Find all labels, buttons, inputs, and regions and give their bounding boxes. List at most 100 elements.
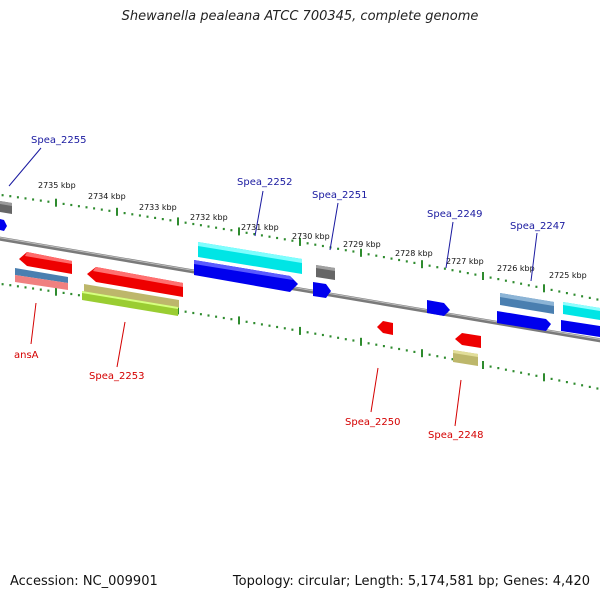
minor-tick (428, 264, 431, 267)
minor-tick (154, 216, 157, 219)
major-tick (238, 227, 240, 236)
minor-tick (306, 331, 309, 334)
minor-tick (398, 258, 401, 262)
gene-spea-2248[interactable] (453, 350, 478, 366)
minor-tick (207, 314, 210, 317)
gene-left-blue[interactable] (0, 219, 7, 231)
minor-tick (314, 243, 317, 246)
minor-tick (260, 323, 263, 326)
minor-tick (268, 324, 271, 327)
minor-tick (77, 294, 80, 297)
gene-spea-2255[interactable] (0, 201, 12, 214)
gene-ansA[interactable] (15, 268, 68, 290)
gene-spea-2249[interactable] (427, 300, 450, 316)
minor-tick (70, 203, 73, 207)
minor-tick (85, 206, 88, 209)
minor-tick (459, 270, 462, 273)
minor-tick (9, 284, 12, 287)
minor-tick (344, 249, 347, 252)
label-spea-2251: Spea_2251 (312, 190, 367, 201)
kbp-label: 2725 kbp (549, 271, 587, 280)
minor-tick (245, 231, 248, 234)
genome-summary: Topology: circular; Length: 5,174,581 bp… (232, 574, 590, 589)
minor-tick (520, 282, 523, 285)
minor-tick (596, 387, 599, 390)
minor-tick (276, 325, 279, 329)
gene-right-blue[interactable] (561, 320, 600, 337)
major-tick (238, 316, 240, 325)
inner-tick-track (1, 283, 599, 390)
map-title: Shewanella pealeana ATCC 700345, complet… (121, 9, 479, 24)
outer-tick-track (1, 194, 599, 301)
gene-spea-2250[interactable] (377, 321, 393, 335)
kbp-label: 2733 kbp (139, 203, 177, 212)
major-tick (421, 349, 423, 358)
major-tick (116, 207, 118, 216)
minor-tick (497, 278, 500, 281)
minor-tick (321, 333, 324, 337)
minor-tick (573, 293, 576, 296)
minor-tick (32, 198, 35, 201)
gene-blue-2247[interactable] (497, 311, 551, 331)
minor-tick (192, 311, 195, 315)
minor-tick (16, 285, 19, 288)
minor-tick (527, 373, 530, 376)
minor-tick (588, 385, 591, 388)
minor-tick (24, 286, 27, 289)
genome-backbone (0, 236, 600, 343)
gene-spea-2253[interactable] (82, 284, 179, 316)
minor-tick (489, 276, 492, 279)
gene-right-cyan[interactable] (563, 302, 600, 320)
minor-tick (93, 207, 96, 210)
minor-tick (222, 227, 225, 231)
gene-spea-2251[interactable] (316, 265, 335, 280)
minor-tick (451, 269, 454, 272)
label-spea-2249: Spea_2249 (427, 209, 482, 220)
minor-tick (169, 219, 172, 222)
minor-tick (581, 295, 584, 298)
gene-blue-2251[interactable] (313, 282, 331, 298)
gene-red-left[interactable] (19, 252, 72, 274)
major-tick (55, 198, 57, 207)
minor-tick (62, 202, 65, 205)
minor-tick (466, 272, 469, 275)
minor-tick (558, 379, 561, 382)
minor-tick (565, 292, 568, 295)
gene-spea-2247[interactable] (500, 293, 554, 314)
minor-tick (276, 236, 279, 240)
accession-label: Accession: NC_009901 (10, 574, 158, 589)
minor-tick (192, 222, 195, 226)
minor-tick (436, 355, 439, 358)
gene-spea-2252[interactable] (198, 242, 302, 274)
gene-red-2248[interactable] (455, 333, 481, 348)
minor-tick (428, 353, 431, 356)
minor-tick (550, 377, 553, 380)
minor-tick (32, 287, 35, 290)
minor-tick (337, 247, 340, 250)
minor-tick (352, 339, 355, 342)
minor-tick (321, 244, 324, 248)
major-tick (482, 361, 484, 369)
minor-tick (573, 382, 576, 385)
minor-tick (375, 343, 378, 346)
minor-tick (245, 320, 248, 323)
label-spea-2252: Spea_2252 (237, 177, 292, 188)
label-spea-2248: Spea_2248 (428, 430, 483, 441)
minor-tick (123, 212, 126, 215)
minor-tick (451, 358, 454, 361)
minor-tick (260, 234, 263, 237)
minor-tick (62, 291, 65, 294)
minor-tick (253, 322, 256, 325)
minor-tick (291, 239, 294, 242)
minor-tick (527, 284, 530, 287)
kbp-label: 2727 kbp (446, 257, 484, 266)
major-tick (360, 248, 362, 257)
minor-tick (520, 371, 523, 374)
gene-red-2253[interactable] (87, 267, 183, 297)
minor-tick (367, 253, 370, 256)
minor-tick (207, 225, 210, 228)
minor-tick (291, 328, 294, 331)
minor-tick (24, 197, 27, 200)
gene-blue-arrow-2252[interactable] (194, 260, 298, 292)
